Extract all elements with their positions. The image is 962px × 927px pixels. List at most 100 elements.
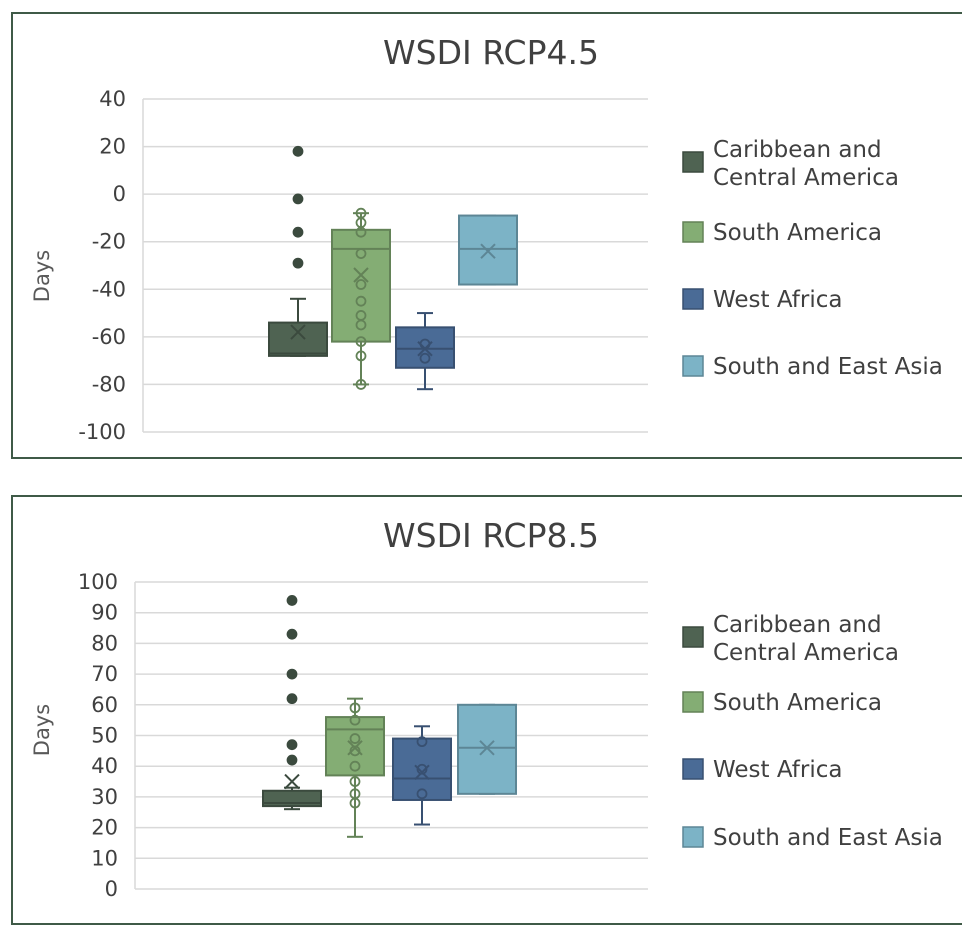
mean-marker [417,341,433,357]
box-west-africa [392,725,452,826]
box-iqr [457,703,517,795]
data-point [349,760,361,772]
y-tick-label: 0 [105,877,118,901]
data-point [286,739,298,751]
y-tick-label: -100 [78,420,126,444]
box-plot-rcp85: WSDI RCP8.5 Days 1009080706050403020100 … [30,516,943,901]
data-point [349,702,361,714]
legend-label: South America [713,220,882,246]
chart-title: WSDI RCP4.5 [383,33,599,72]
y-tick-label: 80 [91,631,118,655]
y-tick-label: -80 [92,372,126,396]
y-tick-label: 90 [91,601,118,625]
data-point [286,754,298,766]
data-point [416,736,428,748]
y-tick-label: 40 [99,87,126,111]
mean-marker [284,773,300,790]
y-tick-label: 70 [91,662,118,686]
y-tick-label: 30 [91,785,118,809]
mean-marker [480,243,496,259]
legend-swatch [682,221,704,243]
legend-item: South America [682,690,882,716]
data-point [349,733,361,744]
data-point [349,776,361,787]
data-point [355,379,367,390]
mean-marker [414,764,430,781]
legend-label: South America [713,690,882,716]
data-point [292,145,304,157]
box-plot-rcp45: WSDI RCP4.5 Days 40 20 0 -20 -40 -60 -80 -100 C… [30,33,943,444]
chart-panel-rcp85: WSDI RCP8.5 Days 100 90 80 70 60 50 40 30 20 10 0 … [11,495,962,925]
data-point [355,295,367,307]
mean-marker [290,324,306,340]
legend-item: South America [682,220,882,246]
y-tick-label: -40 [92,277,126,301]
box-south-america [331,207,391,390]
legend-swatch [682,355,704,377]
box-iqr [268,321,328,357]
plot-area: 40 20 0 -20 -40 -60 -80 -100 [78,87,648,444]
data-point [416,788,428,800]
data-point [355,319,367,331]
legend-swatch [682,626,704,648]
legend-item: West Africa [682,757,842,783]
y-tick-label: 10 [91,846,118,870]
legend-label: South and East Asia [713,354,943,380]
y-tick-label: 100 [78,570,118,594]
y-tick-label: 20 [99,135,126,159]
legend-swatch [682,691,704,713]
legend-item: West Africa [682,287,842,313]
data-point [292,226,304,238]
data-point [286,595,298,606]
legend-swatch [682,151,704,173]
box-west-africa [395,312,455,391]
mean-marker [353,267,369,283]
box-iqr [392,737,452,801]
legend-label: West Africa [713,757,842,783]
data-point [292,193,304,205]
data-point [349,745,361,757]
data-point [419,352,431,364]
legend-label: South and East Asia [713,825,943,851]
legend-swatch [682,758,704,780]
mean-marker [347,740,363,756]
legend-label: Caribbean and [713,137,882,163]
chart-panel-rcp45: WSDI RCP4.5 Days 40 20 0 -20 -40 -60 -80 -100 C… [11,12,962,459]
data-point [355,248,367,260]
y-tick-label: 20 [91,816,118,840]
y-tick-label: -60 [92,325,126,349]
data-point [349,714,361,726]
legend-label: Central America [713,165,899,191]
box-caribbean-and-central-america [262,595,322,811]
data-point [355,336,367,348]
legend-item: South and East Asia [682,825,943,851]
data-point [355,226,367,238]
legend-item: South and East Asia [682,354,943,380]
y-tick-label: 50 [91,724,118,748]
y-axis-label: Days [30,704,54,756]
box-south-and-east-asia [458,214,518,286]
y-tick-label: 60 [91,693,118,717]
legend-label: Central America [713,640,899,666]
legend-swatch [682,826,704,848]
y-tick-label: -20 [92,230,126,254]
data-point [286,693,298,705]
data-point [292,257,304,269]
data-point [355,279,367,290]
data-point [355,350,367,362]
data-point [286,628,298,640]
box-iqr [331,228,391,343]
y-tick-label: 0 [113,182,126,206]
box-caribbean-and-central-america [268,145,328,357]
y-tick-label: 40 [91,754,118,778]
data-point [416,763,428,775]
mean-marker [479,740,495,756]
box-south-america [325,697,385,838]
y-axis-label: Days [30,250,54,302]
legend-swatch [682,288,704,310]
